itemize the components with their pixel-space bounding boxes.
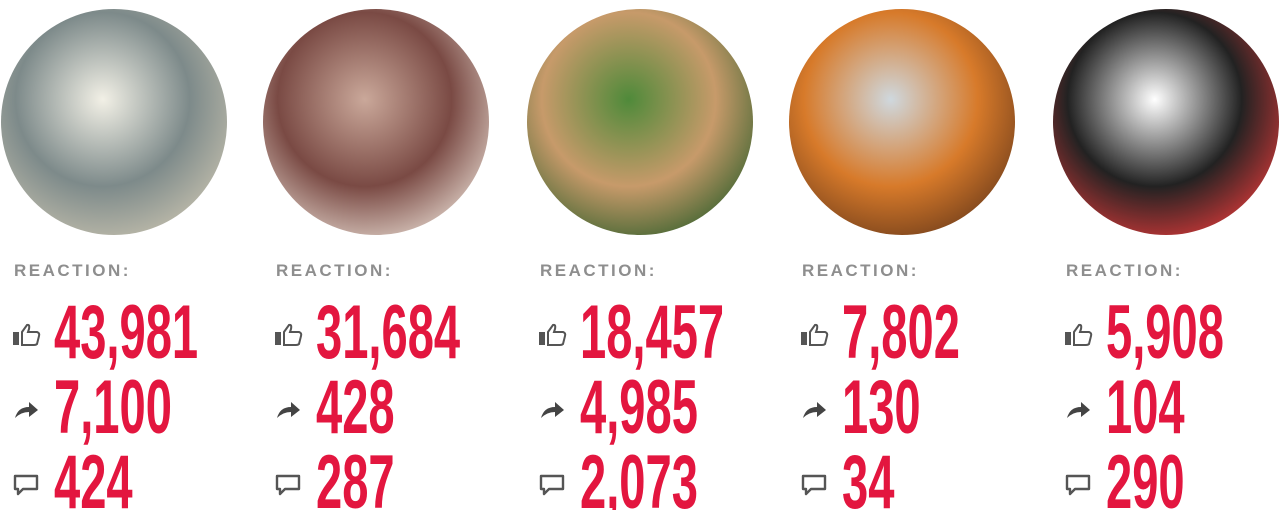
shares-row: 428	[274, 365, 524, 450]
post-column: REACTION: 18,457 4,985 2,073	[526, 0, 788, 510]
likes-row: 43,981	[12, 290, 262, 375]
likes-count: 43,981	[54, 290, 199, 375]
reaction-label: REACTION:	[276, 261, 393, 280]
shares-count: 428	[316, 365, 395, 450]
likes-row: 18,457	[538, 290, 788, 375]
reaction-label: REACTION:	[1066, 261, 1183, 280]
shares-row: 130	[800, 365, 1050, 450]
comments-row: 2,073	[538, 440, 788, 510]
comments-count: 424	[54, 440, 133, 510]
likes-row: 31,684	[274, 290, 524, 375]
comments-icon	[274, 473, 304, 502]
shares-row: 7,100	[12, 365, 262, 450]
likes-count: 7,802	[842, 290, 960, 375]
likes-count: 5,908	[1106, 290, 1224, 375]
comments-count: 290	[1106, 440, 1185, 510]
comments-icon	[538, 473, 568, 502]
comments-icon	[800, 473, 830, 502]
post-image	[0, 8, 240, 245]
image-circle	[1, 9, 227, 235]
post-column: REACTION: 43,981 7,100 424	[0, 0, 262, 510]
likes-icon	[800, 323, 830, 352]
post-image	[1052, 8, 1283, 245]
post-column: REACTION: 7,802 130 34	[788, 0, 1050, 510]
reaction-label: REACTION:	[540, 261, 657, 280]
comments-icon	[1064, 473, 1094, 502]
likes-icon	[538, 323, 568, 352]
likes-count: 18,457	[580, 290, 725, 375]
shares-count: 7,100	[54, 365, 172, 450]
shares-row: 4,985	[538, 365, 788, 450]
likes-row: 7,802	[800, 290, 1050, 375]
shares-count: 104	[1106, 365, 1185, 450]
shares-icon	[1064, 398, 1094, 427]
likes-row: 5,908	[1064, 290, 1283, 375]
reaction-label: REACTION:	[14, 261, 131, 280]
comments-row: 424	[12, 440, 262, 510]
likes-icon	[274, 323, 304, 352]
comments-count: 34	[842, 440, 895, 510]
image-circle	[789, 9, 1015, 235]
image-circle	[263, 9, 489, 235]
shares-count: 4,985	[580, 365, 698, 450]
comments-row: 287	[274, 440, 524, 510]
comments-count: 2,073	[580, 440, 698, 510]
shares-icon	[538, 398, 568, 427]
shares-icon	[800, 398, 830, 427]
shares-icon	[274, 398, 304, 427]
comments-count: 287	[316, 440, 395, 510]
post-image	[526, 8, 766, 245]
comments-icon	[12, 473, 42, 502]
post-image	[262, 8, 502, 245]
reaction-label: REACTION:	[802, 261, 919, 280]
post-column: REACTION: 31,684 428 287	[262, 0, 524, 510]
post-column: REACTION: 5,908 104 290	[1052, 0, 1283, 510]
shares-count: 130	[842, 365, 921, 450]
shares-row: 104	[1064, 365, 1283, 450]
image-circle	[1053, 9, 1279, 235]
comments-row: 290	[1064, 440, 1283, 510]
likes-icon	[1064, 323, 1094, 352]
likes-icon	[12, 323, 42, 352]
post-image	[788, 8, 1028, 245]
shares-icon	[12, 398, 42, 427]
comments-row: 34	[800, 440, 1050, 510]
likes-count: 31,684	[316, 290, 461, 375]
image-circle	[527, 9, 753, 235]
